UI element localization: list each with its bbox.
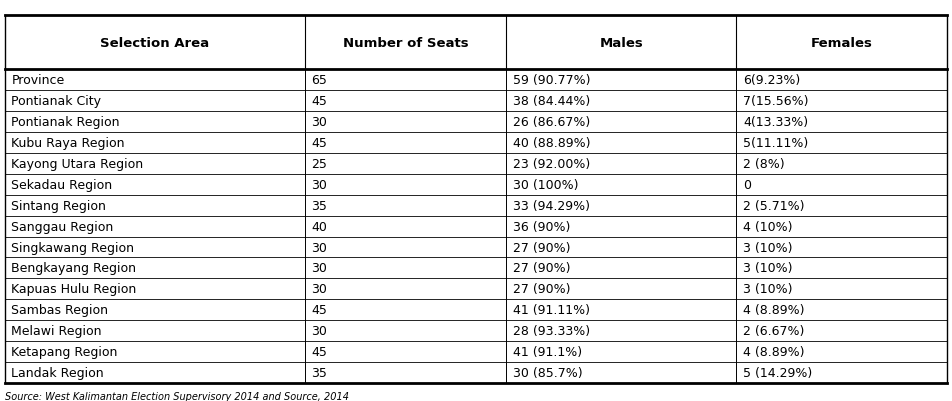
- Text: 65: 65: [311, 74, 327, 87]
- Text: 3 (10%): 3 (10%): [743, 241, 792, 254]
- Text: 30: 30: [311, 116, 327, 129]
- Text: 30: 30: [311, 324, 327, 337]
- Text: 23 (92.00%): 23 (92.00%): [513, 158, 590, 170]
- Text: 30 (100%): 30 (100%): [513, 178, 579, 191]
- Text: Females: Females: [811, 36, 873, 50]
- Text: Kapuas Hulu Region: Kapuas Hulu Region: [11, 283, 137, 296]
- Text: 2 (6.67%): 2 (6.67%): [743, 324, 804, 337]
- Text: 0: 0: [743, 178, 751, 191]
- Text: 7(15.56%): 7(15.56%): [743, 95, 808, 108]
- Text: Males: Males: [600, 36, 644, 50]
- Text: Sekadau Region: Sekadau Region: [11, 178, 112, 191]
- Text: Kubu Raya Region: Kubu Raya Region: [11, 137, 125, 150]
- Text: 35: 35: [311, 199, 327, 212]
- Text: 3 (10%): 3 (10%): [743, 283, 792, 296]
- Text: 26 (86.67%): 26 (86.67%): [513, 116, 590, 129]
- Text: Number of Seats: Number of Seats: [343, 36, 468, 50]
- Text: Landak Region: Landak Region: [11, 366, 104, 379]
- Text: 40: 40: [311, 220, 327, 233]
- Text: Kayong Utara Region: Kayong Utara Region: [11, 158, 144, 170]
- Text: 27 (90%): 27 (90%): [513, 283, 570, 296]
- Text: 30: 30: [311, 178, 327, 191]
- Text: Source: West Kalimantan Election Supervisory 2014 and Source, 2014: Source: West Kalimantan Election Supervi…: [5, 391, 348, 401]
- Text: 30: 30: [311, 241, 327, 254]
- Text: 5(11.11%): 5(11.11%): [743, 137, 808, 150]
- Text: 4(13.33%): 4(13.33%): [743, 116, 808, 129]
- Text: Sanggau Region: Sanggau Region: [11, 220, 113, 233]
- Text: 41 (91.11%): 41 (91.11%): [513, 304, 590, 316]
- Text: Sambas Region: Sambas Region: [11, 304, 109, 316]
- Text: 38 (84.44%): 38 (84.44%): [513, 95, 590, 108]
- Text: 45: 45: [311, 137, 327, 150]
- Text: 27 (90%): 27 (90%): [513, 262, 570, 275]
- Text: Pontianak Region: Pontianak Region: [11, 116, 120, 129]
- Text: 59 (90.77%): 59 (90.77%): [513, 74, 590, 87]
- Text: 33 (94.29%): 33 (94.29%): [513, 199, 590, 212]
- Text: Selection Area: Selection Area: [100, 36, 209, 50]
- Text: 27 (90%): 27 (90%): [513, 241, 570, 254]
- Text: Sintang Region: Sintang Region: [11, 199, 107, 212]
- Text: 2 (8%): 2 (8%): [743, 158, 784, 170]
- Text: 41 (91.1%): 41 (91.1%): [513, 345, 583, 358]
- Text: 4 (8.89%): 4 (8.89%): [743, 345, 804, 358]
- Text: 45: 45: [311, 95, 327, 108]
- Text: 40 (88.89%): 40 (88.89%): [513, 137, 590, 150]
- Text: Singkawang Region: Singkawang Region: [11, 241, 134, 254]
- Text: 30 (85.7%): 30 (85.7%): [513, 366, 583, 379]
- Text: Province: Province: [11, 74, 65, 87]
- Text: Pontianak City: Pontianak City: [11, 95, 102, 108]
- Text: 30: 30: [311, 262, 327, 275]
- Text: 35: 35: [311, 366, 327, 379]
- Text: 4 (10%): 4 (10%): [743, 220, 792, 233]
- Text: 3 (10%): 3 (10%): [743, 262, 792, 275]
- Text: 25: 25: [311, 158, 327, 170]
- Text: 4 (8.89%): 4 (8.89%): [743, 304, 804, 316]
- Text: 45: 45: [311, 304, 327, 316]
- Text: Bengkayang Region: Bengkayang Region: [11, 262, 136, 275]
- Text: 30: 30: [311, 283, 327, 296]
- Text: 28 (93.33%): 28 (93.33%): [513, 324, 590, 337]
- Text: 2 (5.71%): 2 (5.71%): [743, 199, 804, 212]
- Text: 5 (14.29%): 5 (14.29%): [743, 366, 812, 379]
- Text: Ketapang Region: Ketapang Region: [11, 345, 118, 358]
- Text: 36 (90%): 36 (90%): [513, 220, 570, 233]
- Text: 6(9.23%): 6(9.23%): [743, 74, 800, 87]
- Text: Melawi Region: Melawi Region: [11, 324, 102, 337]
- Text: 45: 45: [311, 345, 327, 358]
